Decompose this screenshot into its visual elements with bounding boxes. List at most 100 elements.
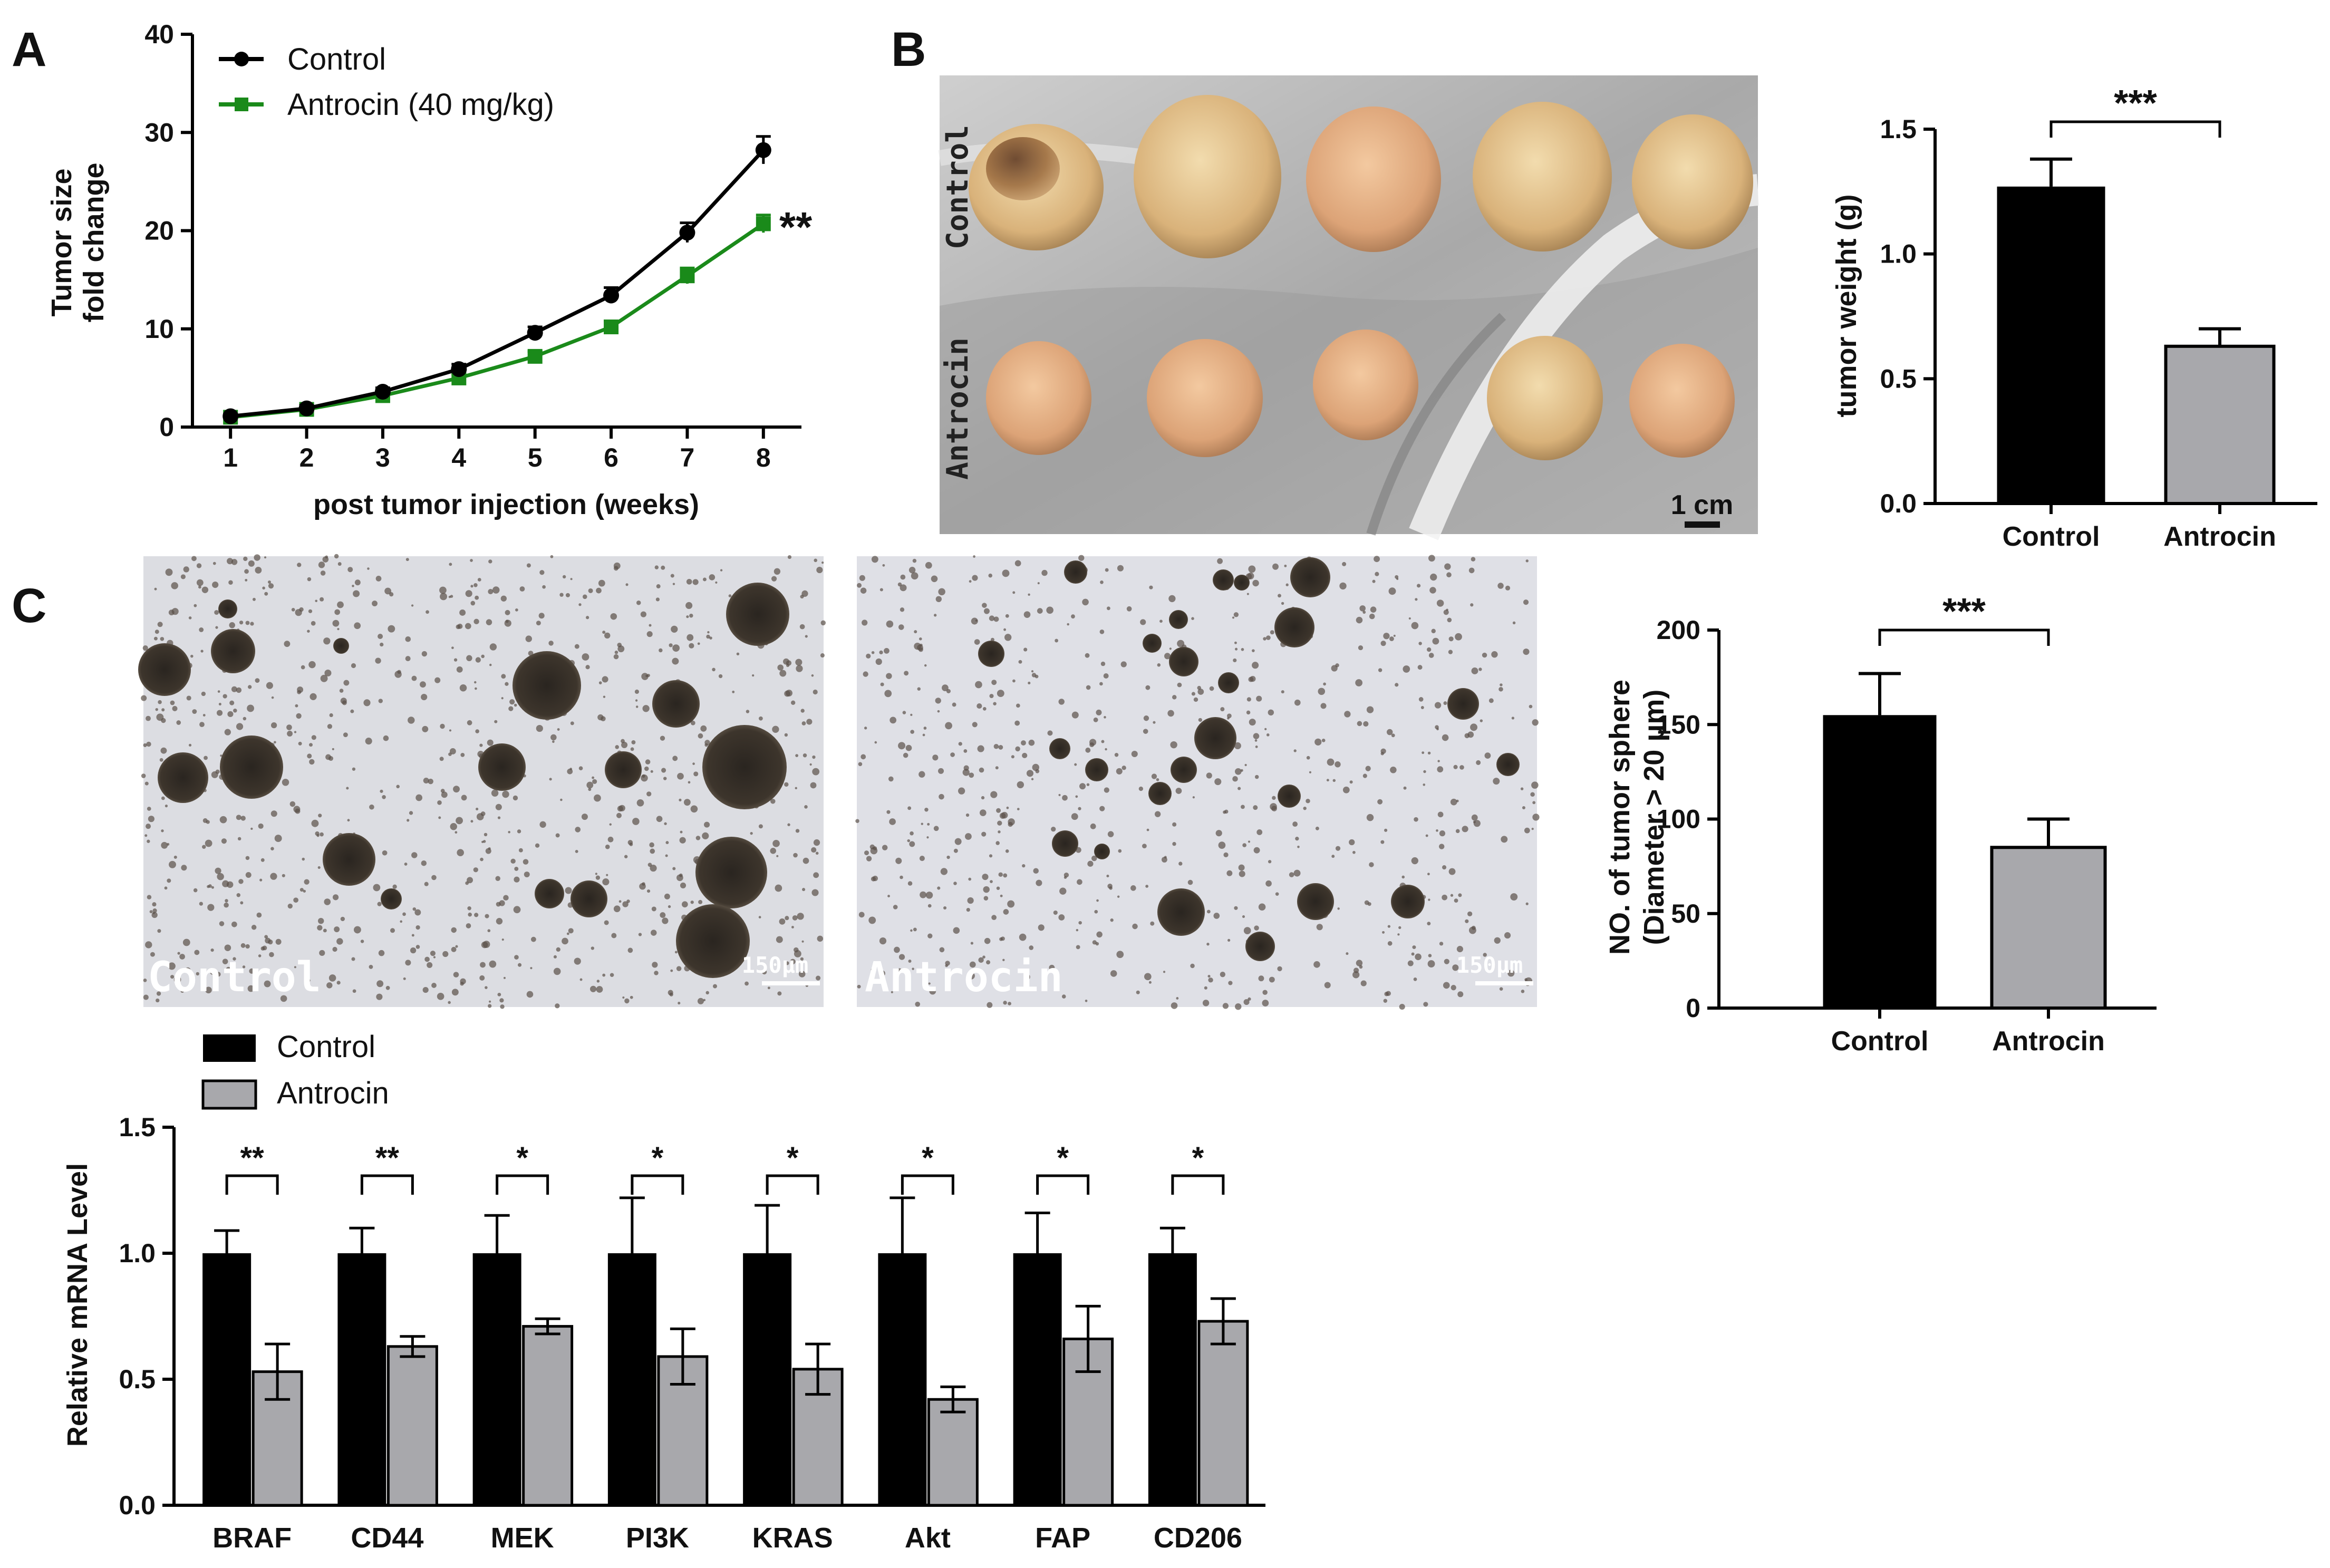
chart-d-significance-stars: *: [787, 1141, 799, 1175]
cell-debris: [146, 715, 151, 721]
cell-debris: [1295, 837, 1299, 841]
cell-debris: [693, 771, 699, 777]
cell-debris: [800, 709, 805, 713]
cell-debris: [1327, 758, 1335, 766]
cell-debris: [240, 901, 244, 905]
cell-debris: [372, 601, 378, 607]
chart-d-bar-akt-control: [878, 1253, 927, 1505]
chart-a-point-control: [374, 383, 391, 400]
cell-debris: [176, 720, 181, 725]
chart-d-xtick-label: CD206: [1154, 1522, 1242, 1554]
chart-a-point-control: [679, 225, 695, 241]
cell-debris: [965, 813, 970, 817]
cell-debris: [997, 690, 1004, 698]
cell-debris: [236, 815, 241, 820]
cell-debris: [613, 566, 618, 571]
cell-debris: [218, 703, 221, 706]
cell-debris: [1332, 779, 1336, 782]
cell-debris: [384, 587, 392, 595]
cell-debris: [686, 578, 692, 585]
cell-debris: [1484, 752, 1491, 759]
cell-debris: [557, 728, 560, 731]
chart-d-bar-akt-antrocin: [927, 1398, 979, 1507]
cell-debris: [236, 687, 242, 693]
cell-debris: [1277, 966, 1282, 972]
cell-debris: [188, 743, 192, 747]
cell-debris: [611, 933, 617, 938]
cell-debris: [177, 952, 180, 955]
cell-debris: [942, 684, 949, 692]
cell-debris: [500, 595, 507, 602]
cell-debris: [630, 995, 633, 999]
cell-debris: [645, 674, 648, 677]
cell-debris: [803, 857, 809, 864]
chart-c-ytick-label: 150: [1657, 710, 1700, 739]
cell-debris: [474, 681, 477, 684]
cell-debris: [621, 741, 628, 748]
cell-debris: [639, 883, 646, 890]
cell-debris: [1220, 971, 1226, 977]
cell-debris: [1003, 628, 1007, 631]
cell-debris: [524, 872, 530, 878]
cell-debris: [598, 579, 605, 587]
cell-debris: [245, 578, 248, 582]
cell-debris: [975, 619, 978, 622]
cell-debris: [1357, 721, 1362, 727]
cell-debris: [661, 565, 665, 570]
cell-debris: [1359, 605, 1366, 612]
cell-debris: [449, 563, 452, 566]
cell-debris: [1523, 649, 1530, 655]
cell-debris: [1106, 874, 1109, 878]
cell-debris: [144, 834, 148, 837]
cell-debris: [860, 587, 867, 594]
cell-debris: [455, 945, 458, 948]
cell-debris: [943, 906, 947, 910]
cell-debris: [480, 962, 486, 968]
tumor-sphere: [1245, 932, 1275, 961]
cell-debris: [990, 880, 993, 883]
cell-debris: [390, 928, 395, 933]
cell-debris: [475, 729, 479, 733]
cell-debris: [953, 927, 960, 934]
cell-debris: [337, 562, 342, 566]
cell-debris: [465, 590, 472, 597]
cell-debris: [1500, 683, 1503, 686]
cell-debris: [1482, 652, 1487, 658]
chart-a-point-control: [451, 361, 467, 378]
tumor-sphere: [1278, 785, 1301, 808]
cell-debris: [501, 938, 504, 941]
cell-debris: [316, 834, 320, 837]
cell-debris: [1227, 713, 1232, 719]
cell-debris: [156, 998, 160, 1003]
cell-debris: [692, 762, 695, 765]
cell-debris: [582, 653, 589, 661]
cell-debris: [1254, 775, 1259, 779]
cell-debris: [422, 725, 429, 732]
cell-debris: [1062, 795, 1068, 801]
cell-debris: [282, 779, 289, 786]
cell-debris: [247, 704, 254, 712]
cell-debris: [1362, 773, 1367, 778]
cell-debris: [226, 966, 231, 972]
cell-debris: [966, 907, 970, 912]
cell-debris: [320, 570, 326, 576]
cell-debris: [1256, 695, 1262, 702]
cell-debris: [811, 847, 817, 853]
cell-debris: [907, 806, 912, 810]
cell-debris: [319, 950, 325, 956]
cell-debris: [248, 685, 252, 689]
cell-debris: [196, 972, 199, 976]
cell-debris: [898, 954, 905, 960]
cell-debris: [148, 816, 154, 822]
cell-debris: [801, 940, 804, 943]
panel-label-a: A: [12, 23, 46, 76]
photo-b-row1-label: Control: [941, 125, 975, 249]
cell-debris: [1395, 683, 1399, 687]
cell-debris: [933, 614, 937, 617]
chart-c-ytick-label: 0: [1686, 993, 1700, 1023]
cell-debris: [982, 955, 985, 959]
cell-debris: [1086, 685, 1091, 690]
cell-debris: [1248, 565, 1256, 573]
tumor-sphere: [1169, 647, 1198, 676]
cell-debris: [450, 823, 457, 830]
